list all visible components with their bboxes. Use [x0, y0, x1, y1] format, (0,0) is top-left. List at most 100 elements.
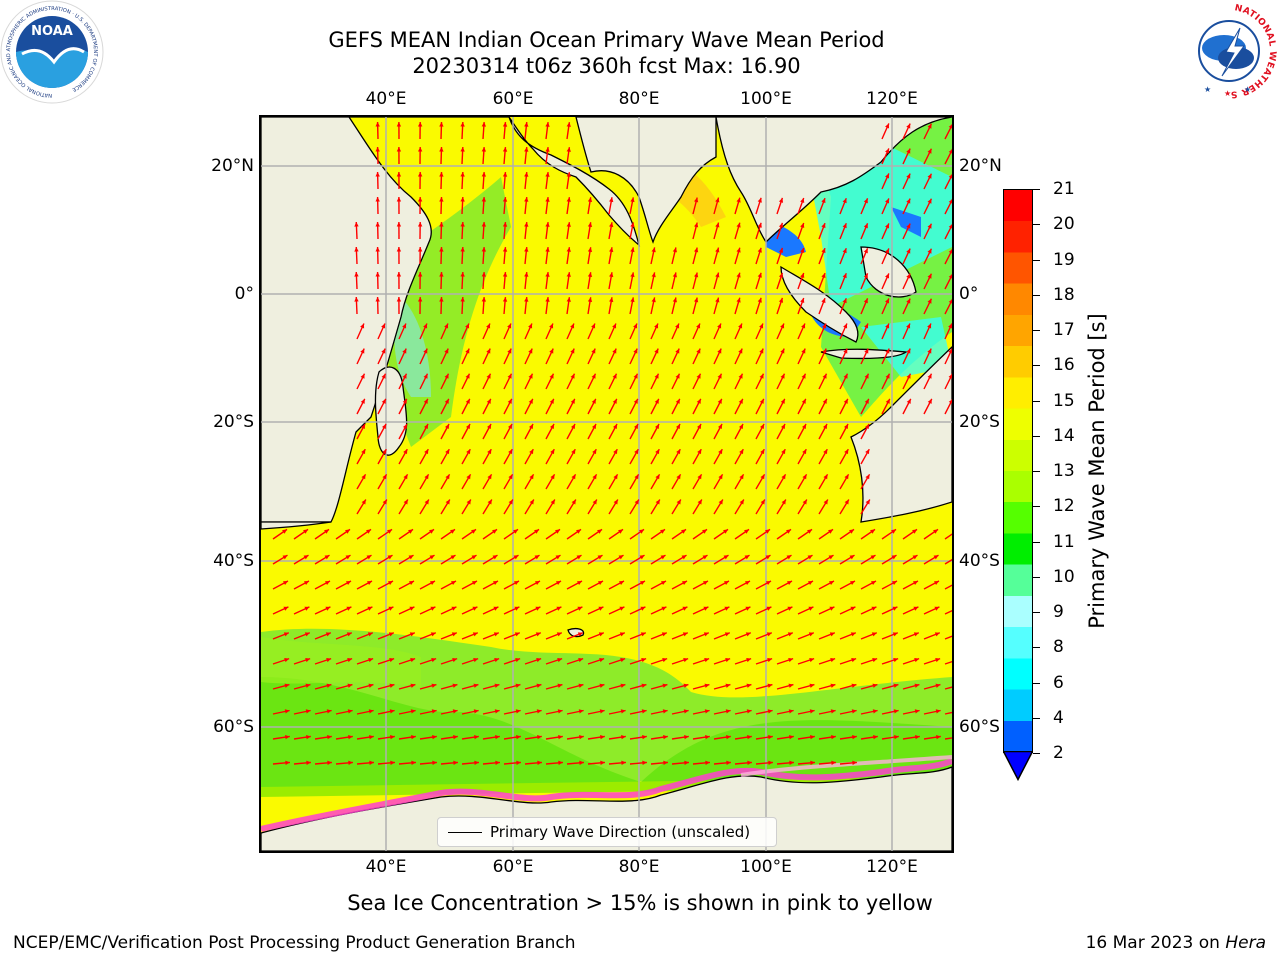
wave-arrow [375, 196, 380, 215]
wave-arrow [398, 580, 415, 590]
wave-arrow [902, 123, 911, 140]
wave-arrow [629, 580, 646, 590]
wave-arrow [356, 760, 374, 765]
wave-arrow [944, 686, 952, 690]
colorbar-title: Primary Wave Mean Period [s] [1085, 313, 1109, 629]
wave-arrow [923, 173, 933, 190]
lat-tick-label-left: 20°S [213, 412, 254, 432]
wave-arrow [734, 760, 752, 765]
africa-landmass [261, 117, 432, 523]
wave-arrow [818, 247, 826, 265]
wave-arrow [839, 247, 847, 265]
wave-arrow [839, 297, 847, 315]
wave-arrow [356, 323, 365, 340]
wave-arrow [482, 473, 493, 490]
wave-arrow [713, 448, 723, 465]
wave-arrow [503, 528, 519, 540]
wave-arrow [482, 657, 500, 665]
wave-arrow [545, 473, 556, 490]
wave-arrow [776, 272, 784, 290]
wave-arrow [545, 197, 550, 215]
land-masses [261, 117, 952, 851]
wave-arrow [440, 348, 449, 365]
wave-arrow [818, 606, 835, 615]
wave-arrow [734, 580, 751, 590]
wave-arrow [272, 760, 290, 765]
wave-arrow [629, 499, 640, 515]
wave-arrow [545, 709, 563, 715]
colorbar-tick-mark [1033, 647, 1040, 649]
wave-arrow [335, 760, 353, 765]
wave-arrow [629, 554, 645, 565]
wave-arrow [545, 297, 550, 315]
wave-arrow [375, 296, 380, 315]
wave-arrow [776, 606, 793, 615]
wave-arrow [377, 473, 388, 490]
wave-arrow [923, 148, 933, 165]
wave-arrow [692, 632, 710, 640]
wave-arrow [314, 709, 332, 715]
wave-arrow [692, 323, 701, 340]
wave-arrow [396, 221, 402, 240]
wave-arrow [776, 398, 786, 415]
wave-arrow [524, 122, 529, 140]
wave-arrow [776, 297, 784, 315]
wave-arrow [481, 296, 487, 315]
wave-arrow [902, 734, 920, 740]
wave-arrow [776, 734, 794, 740]
wave-arrow [944, 660, 952, 665]
wave-arrow [524, 580, 541, 590]
wave-arrow [272, 554, 288, 565]
wave-arrow [460, 171, 465, 190]
wave-arrow [398, 657, 416, 665]
wave-arrow [650, 398, 660, 415]
wave-arrow [839, 423, 849, 440]
wave-arrow [692, 473, 703, 490]
wave-arrow [566, 297, 571, 315]
wave-arrow [860, 348, 869, 365]
colorbar-tick-label: 15 [1053, 390, 1075, 411]
wave-arrow [524, 272, 529, 290]
wave-arrow [818, 709, 836, 715]
wave-arrow [860, 580, 877, 590]
wave-arrow [734, 323, 743, 340]
wave-arrow [482, 580, 499, 590]
wave-arrow [417, 196, 423, 215]
wave-arrow [417, 146, 423, 165]
wave-arrow [776, 709, 794, 715]
wave-arrow [293, 554, 309, 565]
java-island [820, 348, 908, 360]
wave-arrow [502, 272, 508, 290]
wave-arrow [650, 657, 668, 665]
wave-arrow [587, 683, 605, 690]
wave-arrow [482, 499, 493, 515]
wave-arrow [587, 499, 598, 515]
wave-arrow [818, 197, 826, 215]
wave-arrow [818, 632, 836, 640]
wave-arrow [713, 272, 720, 290]
wave-arrow [461, 632, 479, 640]
wave-arrow [482, 734, 500, 740]
wave-arrow [839, 683, 857, 690]
indian-subcontinent [575, 117, 717, 244]
wave-arrow [419, 632, 437, 640]
colorbar-tick-label: 11 [1053, 531, 1075, 552]
wave-arrow [650, 554, 666, 565]
wave-arrow [818, 580, 835, 590]
wave-arrow [377, 606, 394, 615]
chart-subtitle-date: 20230314 t06z 360h fcst Max: 16.90 [412, 54, 801, 78]
wave-arrow [692, 222, 699, 240]
wave-arrow [629, 423, 639, 440]
wave-arrow [839, 528, 855, 540]
wave-arrow [692, 423, 702, 440]
wave-arrow [503, 348, 512, 365]
wave-arrow [377, 323, 386, 340]
colorbar-tick-label: 18 [1053, 284, 1075, 305]
wave-arrow [650, 683, 668, 690]
wave-arrow [671, 247, 677, 265]
wave-arrow [461, 709, 479, 715]
wave-arrow [439, 296, 444, 315]
wave-arrow [335, 528, 351, 540]
wave-arrow [671, 760, 689, 765]
wave-arrow [335, 606, 352, 615]
